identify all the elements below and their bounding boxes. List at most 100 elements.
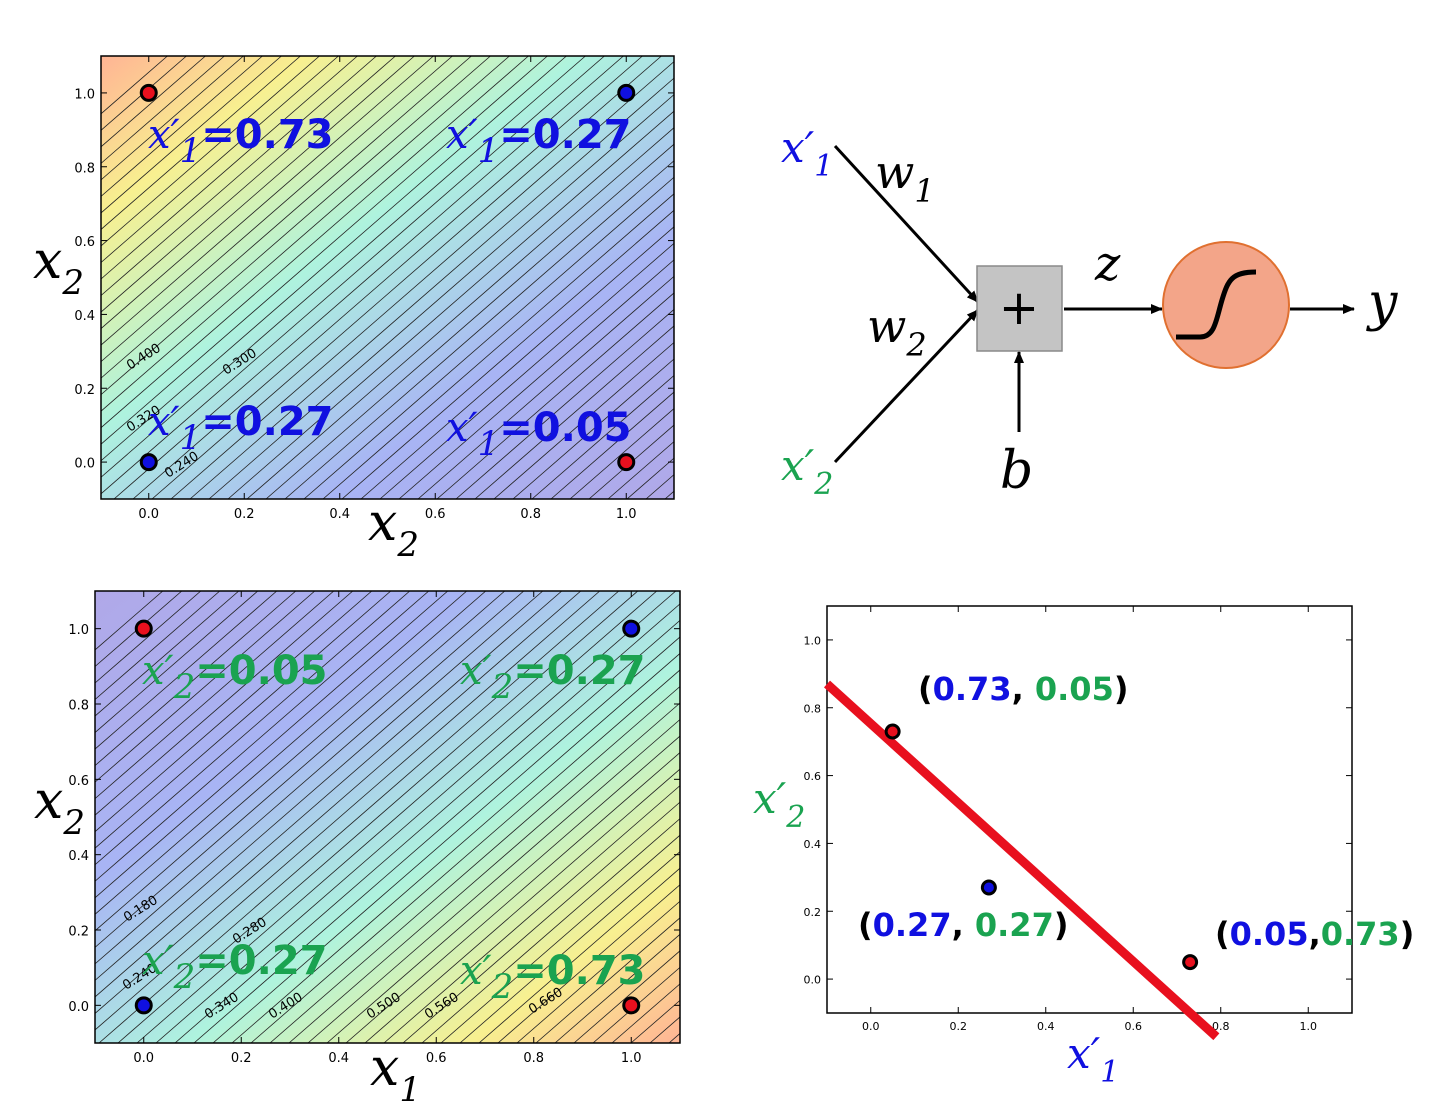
annotation-top-left: x′2=0.05 xyxy=(142,648,328,707)
contour-line xyxy=(101,56,206,148)
contour-lines xyxy=(95,591,680,1043)
red-data-point xyxy=(1182,954,1199,971)
contour-line xyxy=(193,619,680,1043)
contour-line xyxy=(307,718,680,1043)
contour-line xyxy=(474,325,674,499)
axis-ticks: 0.0 0.0 0.2 0.2 0.4 0.4 0.6 0.6 0.8 0.8 1.0 1.0 xyxy=(68,591,680,1066)
contour-line xyxy=(95,591,240,717)
y-tick-label: 1.0 xyxy=(74,87,95,102)
contour-line xyxy=(101,56,510,412)
sigmoid-icon xyxy=(1176,269,1257,340)
blue-data-point xyxy=(139,453,158,472)
x-tick-label: 0.4 xyxy=(329,507,350,522)
contour-line xyxy=(383,785,680,1043)
contour-line xyxy=(136,591,658,1043)
input1-label: x′1 xyxy=(781,123,833,184)
contour-line xyxy=(95,591,411,866)
axis-ticks: 0.0 0.0 0.2 0.2 0.4 0.4 0.6 0.6 0.8 0.8 1.0 1.0 xyxy=(74,56,674,522)
contour-line xyxy=(265,143,674,499)
blue-data-point xyxy=(980,879,997,896)
contour-line xyxy=(288,702,680,1043)
x-tick-label: 0.4 xyxy=(328,1051,349,1066)
blue-data-point xyxy=(617,83,636,102)
contour-line xyxy=(170,61,674,499)
contour-line xyxy=(95,591,373,833)
y-tick-label: 0.8 xyxy=(68,699,89,714)
contour-line xyxy=(250,669,680,1043)
contour-line xyxy=(95,591,392,849)
contour-line xyxy=(95,591,430,882)
x-tick-label: 1.0 xyxy=(616,507,637,522)
contour-line xyxy=(95,591,335,800)
contour-line xyxy=(440,834,680,1043)
contour-line xyxy=(402,801,680,1043)
plot-frame xyxy=(100,55,675,500)
red-data-point xyxy=(134,619,153,638)
annotation-top-left: x′1=0.73 xyxy=(148,112,334,171)
contour-line xyxy=(341,209,674,499)
contour-line xyxy=(269,685,680,1043)
annotation-bottom-left: x′1=0.27 xyxy=(148,399,334,458)
sum-symbol: + xyxy=(999,280,1039,336)
y-tick-label: 1.0 xyxy=(804,634,822,647)
contour-line xyxy=(535,917,680,1043)
point-label-3: (0.05,0.73) xyxy=(1215,915,1414,953)
x-tick-label: 0.8 xyxy=(520,507,541,522)
x-axis-label: x1 xyxy=(370,1038,421,1110)
y-tick-label: 1.0 xyxy=(68,623,89,638)
contour-line xyxy=(101,56,472,379)
weight2-label: w2 xyxy=(867,299,927,364)
y-tick-label: 0.8 xyxy=(74,161,95,176)
y-tick-label: 0.4 xyxy=(74,309,95,324)
contour-line xyxy=(478,867,680,1043)
contour-line xyxy=(155,591,677,1043)
contour-line xyxy=(113,56,624,499)
contour-line xyxy=(101,56,548,445)
x-tick-label: 1.0 xyxy=(1300,1020,1318,1033)
contour-line xyxy=(95,591,316,783)
x-tick-label: 0.0 xyxy=(138,507,159,522)
contour-line xyxy=(284,160,674,499)
contour-line xyxy=(101,56,244,181)
contour-line xyxy=(95,591,468,915)
output-label: y xyxy=(1366,273,1398,333)
contour-line xyxy=(95,591,544,981)
contour-line xyxy=(101,56,586,478)
y-tick-label: 0.0 xyxy=(68,1000,89,1015)
y-axis-label: x2 xyxy=(33,231,84,303)
red-data-point xyxy=(622,996,641,1015)
decision-boundary-line xyxy=(823,680,1220,1041)
contour-line xyxy=(101,56,605,495)
contour-line xyxy=(95,591,278,750)
contour-line xyxy=(246,127,674,499)
contour-line xyxy=(703,56,1212,499)
contour-line xyxy=(227,110,674,499)
contour-fill xyxy=(95,591,680,1043)
data-points xyxy=(134,619,641,1015)
annotation-bottom-right: x′1=0.05 xyxy=(446,405,632,464)
contour-line xyxy=(95,591,259,734)
contour-line xyxy=(497,884,680,1043)
top-left-contour-plot: 0.0 0.0 0.2 0.2 0.4 0.4 0.6 0.6 0.8 0.8 1.0 1.0 0.4… xyxy=(33,55,1212,565)
contour-line xyxy=(95,591,582,1014)
weight1-label: w1 xyxy=(875,145,935,210)
contour-line xyxy=(95,591,506,948)
y-tick-label: 0.0 xyxy=(804,974,822,987)
x-tick-label: 0.4 xyxy=(1037,1020,1055,1033)
annotation-top-right: x′1=0.27 xyxy=(446,112,632,171)
contour-line xyxy=(360,226,674,499)
contour-line xyxy=(645,474,674,499)
bottom-right-scatter-plot: 0.0 0.0 0.2 0.2 0.4 0.4 0.6 0.6 0.8 0.8 1.0 1.0 (0.… xyxy=(753,605,1414,1090)
contour-line xyxy=(569,408,674,499)
y-tick-label: 0.0 xyxy=(74,457,95,472)
contour-line xyxy=(95,591,487,932)
contour-line xyxy=(417,275,674,499)
contour-line xyxy=(174,603,680,1043)
contour-line xyxy=(95,591,601,1031)
contour-line xyxy=(322,193,674,499)
contour-line xyxy=(493,341,674,499)
blue-data-point xyxy=(622,619,641,638)
y-tick-label: 0.4 xyxy=(804,838,822,851)
contour-line xyxy=(516,900,680,1043)
